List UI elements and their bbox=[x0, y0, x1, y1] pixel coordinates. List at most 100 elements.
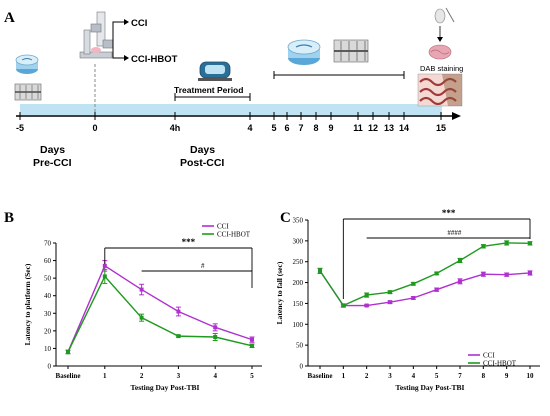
timeline-tick-label: 14 bbox=[399, 123, 409, 133]
data-point bbox=[213, 325, 218, 330]
series-line-cci bbox=[67, 264, 253, 353]
y-tick-label: 100 bbox=[293, 321, 304, 329]
data-point bbox=[458, 258, 462, 263]
rotarod-icon bbox=[14, 83, 42, 101]
x-tick-label: Baseline bbox=[308, 372, 333, 380]
data-point bbox=[504, 240, 509, 245]
treatment-period-label: Treatment Period bbox=[174, 85, 243, 95]
timeline-tick-label: 6 bbox=[284, 123, 289, 133]
data-point bbox=[481, 272, 486, 277]
y-axis-label: Latency to fall (sec) bbox=[275, 261, 284, 324]
y-tick-label: 60 bbox=[44, 257, 52, 265]
mouse-sacrifice-icon bbox=[434, 7, 455, 24]
x-tick-label: 7 bbox=[458, 372, 462, 380]
y-tick-label: 200 bbox=[293, 279, 304, 287]
series-line-cci-hbot bbox=[67, 275, 253, 353]
hash-marks: #### bbox=[447, 229, 462, 237]
x-tick-label: Baseline bbox=[56, 372, 81, 380]
timeline-tick-label: 13 bbox=[384, 123, 394, 133]
panel-a-label: A bbox=[4, 10, 15, 26]
y-tick-label: 20 bbox=[44, 327, 52, 335]
x-tick-label: 4 bbox=[213, 372, 217, 380]
x-tick-label: 1 bbox=[342, 372, 346, 380]
rotarod-icon bbox=[333, 39, 369, 63]
timeline-tick-label: 12 bbox=[368, 123, 378, 133]
y-tick-label: 50 bbox=[44, 275, 52, 283]
data-point bbox=[388, 300, 392, 305]
timeline-tick-label: 4h bbox=[170, 123, 181, 133]
timeline-tick-label: 7 bbox=[298, 123, 303, 133]
y-tick-label: 350 bbox=[293, 217, 304, 225]
y-tick-label: 70 bbox=[44, 240, 52, 248]
arm-hbot-label: CCI-HBOT bbox=[131, 54, 178, 65]
y-tick-label: 10 bbox=[44, 345, 52, 353]
data-point bbox=[434, 287, 439, 292]
arm-arrow-cci bbox=[124, 19, 129, 25]
water-maze-pool-icon bbox=[15, 54, 39, 74]
y-tick-label: 300 bbox=[293, 237, 304, 245]
panel-label: B bbox=[4, 210, 14, 226]
x-tick-label: 5 bbox=[250, 372, 254, 380]
data-point bbox=[318, 268, 322, 273]
x-tick-label: 1 bbox=[103, 372, 107, 380]
x-tick-label: 4 bbox=[412, 372, 416, 380]
legend-label: CCI bbox=[483, 352, 495, 360]
arm-cci-label: CCI bbox=[131, 18, 147, 29]
significance-stars: *** bbox=[442, 208, 456, 218]
timeline-arrowhead bbox=[452, 112, 461, 120]
hash-marks: # bbox=[201, 262, 205, 270]
x-tick-label: 3 bbox=[388, 372, 392, 380]
panel-label: C bbox=[280, 210, 291, 226]
x-tick-label: 3 bbox=[177, 372, 181, 380]
y-axis-label: Latency to platform (Sec) bbox=[23, 263, 32, 345]
data-point bbox=[66, 349, 70, 354]
x-axis-label: Testing Day Post-TBI bbox=[131, 383, 200, 392]
sacrifice-arrowhead bbox=[437, 37, 443, 42]
data-point bbox=[364, 293, 369, 298]
data-point bbox=[458, 279, 462, 284]
timeline-tick-label: 11 bbox=[353, 123, 363, 133]
brain-icon bbox=[428, 44, 452, 60]
y-tick-label: 40 bbox=[44, 292, 52, 300]
series-line-cci bbox=[319, 270, 531, 307]
timeline-tick-label: -5 bbox=[16, 123, 24, 133]
legend-label: CCI bbox=[217, 223, 229, 231]
data-point bbox=[341, 303, 346, 308]
x-axis-label: Testing Day Post-TBI bbox=[396, 383, 465, 392]
y-tick-label: 150 bbox=[293, 300, 304, 308]
data-point bbox=[176, 334, 181, 339]
y-tick-label: 250 bbox=[293, 258, 304, 266]
y-tick-label: 50 bbox=[296, 342, 304, 350]
data-point bbox=[176, 309, 181, 314]
data-point bbox=[102, 274, 107, 279]
chart-c: C 0 50 100 150 200 250 300 350 Baseline 1 2 3 4 5 7 8 9 10… bbox=[275, 208, 540, 392]
data-point bbox=[411, 296, 416, 301]
dab-histology-icon bbox=[417, 73, 463, 107]
x-tick-label: 5 bbox=[435, 372, 439, 380]
x-tick-label: 10 bbox=[527, 372, 535, 380]
x-tick-label: 8 bbox=[482, 372, 486, 380]
data-point bbox=[213, 335, 218, 340]
timeline-tick-label: 0 bbox=[92, 123, 97, 133]
data-point bbox=[434, 271, 439, 276]
dab-staining-label: DAB staining bbox=[420, 64, 463, 73]
timeline-band bbox=[20, 104, 442, 115]
legend-label: CCI-HBOT bbox=[217, 231, 251, 239]
timeline-tick-label: 5 bbox=[271, 123, 276, 133]
data-point bbox=[528, 270, 532, 275]
water-maze-pool-icon bbox=[287, 39, 321, 65]
y-tick-label: 0 bbox=[300, 363, 304, 371]
data-point bbox=[411, 281, 416, 286]
timeline-tick-label: 15 bbox=[436, 123, 446, 133]
x-tick-label: 2 bbox=[365, 372, 369, 380]
timeline-tick-label: 9 bbox=[328, 123, 333, 133]
data-point bbox=[250, 337, 254, 342]
y-tick-label: 0 bbox=[48, 363, 52, 371]
timeline-tick-label: 4 bbox=[247, 123, 252, 133]
data-point bbox=[139, 287, 144, 292]
days-post-line2: Post-CCI bbox=[180, 157, 224, 169]
timeline-tick-label: 8 bbox=[313, 123, 318, 133]
y-tick-label: 30 bbox=[44, 310, 52, 318]
days-pre-line1: Days bbox=[40, 144, 65, 156]
